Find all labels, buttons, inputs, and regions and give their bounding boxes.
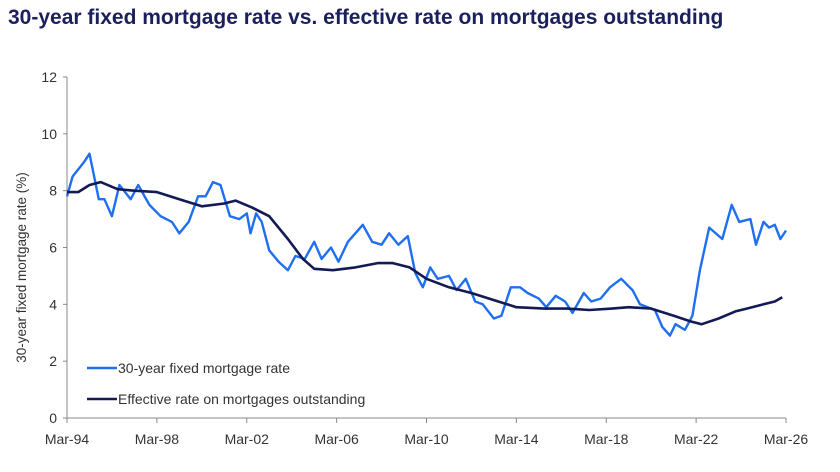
y-tick-label: 4 — [49, 296, 57, 312]
x-tick-label: Mar-26 — [764, 431, 809, 447]
y-tick-label: 8 — [49, 183, 57, 199]
y-axis-label: 30-year fixed mortgage rate (%) — [14, 172, 29, 363]
legend-label: Effective rate on mortgages outstanding — [118, 391, 365, 407]
x-tick-label: Mar-06 — [314, 431, 359, 447]
y-tick-label: 2 — [49, 353, 57, 369]
x-tick-label: Mar-14 — [494, 431, 539, 447]
legend-label: 30-year fixed mortgage rate — [118, 360, 290, 376]
x-tick-label: Mar-98 — [135, 431, 180, 447]
chart-title: 30-year fixed mortgage rate vs. effectiv… — [8, 6, 724, 29]
y-tick-label: 0 — [49, 410, 57, 426]
x-tick-label: Mar-94 — [45, 431, 90, 447]
y-tick-label: 6 — [49, 240, 57, 256]
x-tick-label: Mar-10 — [404, 431, 449, 447]
y-tick-label: 10 — [41, 126, 57, 142]
x-tick-label: Mar-02 — [225, 431, 270, 447]
series-line-effective-rate — [67, 180, 783, 326]
series-line-fixed-rate — [65, 152, 788, 337]
x-tick-label: Mar-22 — [674, 431, 719, 447]
y-tick-label: 12 — [41, 69, 57, 85]
x-tick-label: Mar-18 — [584, 431, 629, 447]
